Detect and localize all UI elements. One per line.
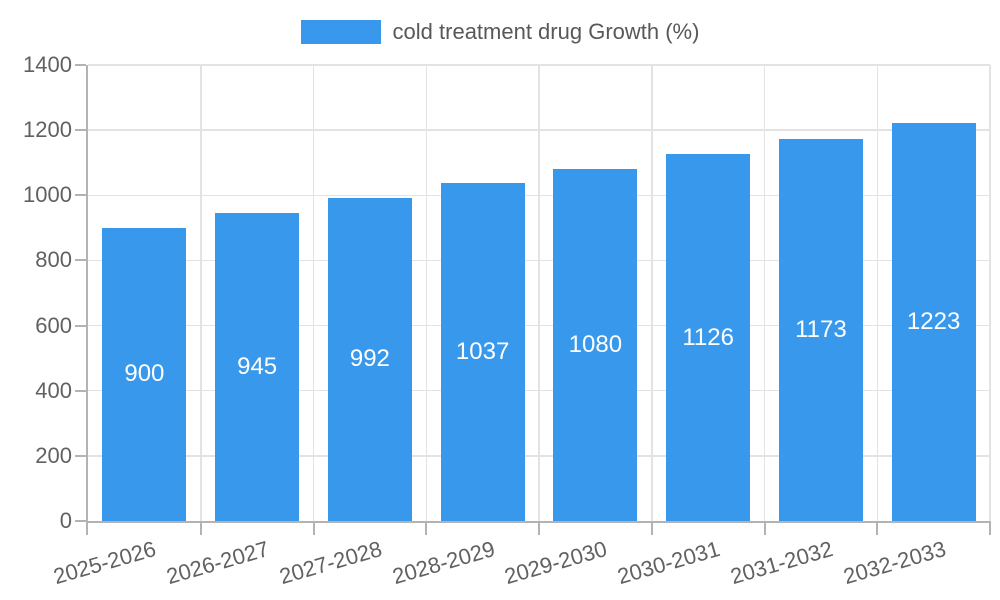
y-tick-label: 1400 (23, 52, 72, 77)
gridline-vertical (763, 65, 766, 521)
x-tick-label: 2032-2033 (840, 536, 949, 590)
bar-value-label: 945 (237, 353, 278, 381)
x-tick-label: 2030-2031 (614, 536, 723, 590)
bar[interactable]: 1223 (891, 122, 976, 521)
y-tick-label: 0 (59, 508, 72, 533)
y-tick-mark (75, 194, 86, 197)
y-tick-mark (75, 454, 86, 457)
x-tick-mark (312, 521, 315, 535)
bar[interactable]: 1173 (778, 138, 863, 521)
bar[interactable]: 945 (215, 213, 300, 521)
gridline-vertical (312, 65, 315, 521)
gridline-vertical (200, 65, 202, 521)
bar[interactable]: 1126 (666, 154, 751, 521)
x-tick-label: 2028-2029 (389, 536, 498, 590)
x-tick-label: 2027-2028 (276, 536, 385, 590)
y-tick-mark (75, 324, 86, 327)
bar-value-label: 1080 (568, 331, 623, 359)
bar[interactable]: 900 (102, 227, 187, 521)
gridline-vertical (651, 65, 653, 521)
y-tick-label: 600 (35, 312, 72, 338)
x-tick-mark (199, 521, 202, 535)
bar-value-label: 1223 (906, 307, 961, 335)
legend-swatch (300, 20, 381, 44)
x-tick-mark (650, 521, 653, 535)
bar[interactable]: 1080 (553, 169, 638, 521)
x-tick-label: 2029-2030 (501, 536, 610, 590)
x-tick-mark (876, 521, 879, 535)
x-tick-mark (86, 521, 88, 535)
gridline-vertical (876, 65, 878, 521)
gridline-vertical (425, 65, 427, 521)
y-tick-label: 400 (35, 377, 72, 403)
y-axis-line (86, 65, 88, 521)
x-tick-mark (425, 521, 428, 535)
y-tick-label: 200 (35, 442, 72, 468)
y-tick-mark (75, 520, 86, 522)
y-tick-mark (75, 64, 86, 66)
plot-area: 900 945 992 1037 1080 1126 1173 1223 (88, 64, 991, 521)
bar-value-label: 992 (349, 345, 390, 373)
bar-value-label: 1037 (455, 338, 510, 366)
legend-label: cold treatment drug Growth (%) (392, 19, 700, 44)
gridline-vertical (989, 65, 991, 521)
x-tick-label: 2026-2027 (163, 536, 272, 590)
x-tick-label: 2025-2026 (50, 536, 159, 590)
y-tick-label: 1200 (23, 117, 72, 143)
bar-value-label: 900 (124, 360, 165, 388)
bar[interactable]: 992 (327, 197, 412, 521)
gridline-vertical (538, 65, 540, 521)
x-tick-mark (763, 521, 766, 535)
y-tick-mark (75, 129, 86, 132)
y-tick-mark (75, 259, 86, 262)
x-tick-mark (538, 521, 540, 535)
bar-value-label: 1126 (682, 323, 734, 351)
bar[interactable]: 1037 (440, 183, 525, 521)
chart-legend[interactable]: cold treatment drug Growth (%) (0, 19, 1000, 45)
y-tick-label: 800 (35, 247, 72, 273)
y-tick-mark (75, 389, 86, 392)
bar-value-label: 1173 (795, 315, 847, 343)
x-tick-mark (989, 521, 991, 535)
x-tick-label: 2031-2032 (727, 536, 836, 590)
y-tick-label: 1000 (23, 182, 72, 208)
